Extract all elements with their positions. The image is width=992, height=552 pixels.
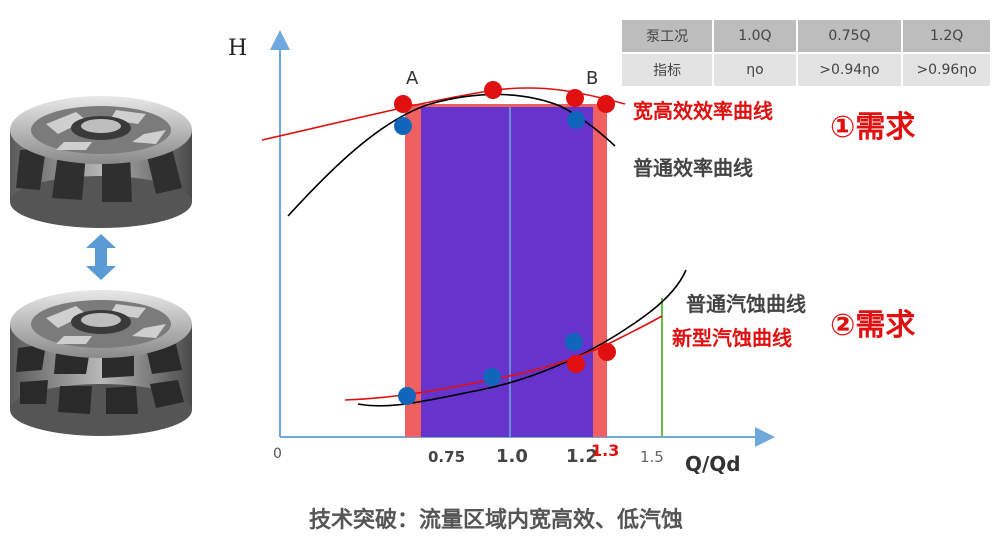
point-b-blue-dot <box>567 111 585 129</box>
tick-label: 1.0 <box>496 446 528 467</box>
x-axis-label: Q/Qd <box>685 452 741 476</box>
point-b-red-dot <box>566 89 584 107</box>
table-cell: 1.0Q <box>712 18 798 54</box>
cavitation-blue-dot-1 <box>398 387 416 405</box>
impeller-top-image <box>10 96 192 228</box>
requirement-1-label: ①需求 <box>830 110 916 145</box>
new-cavitation-label: 新型汽蚀曲线 <box>672 326 792 350</box>
origin-label: 0 <box>273 446 282 462</box>
peak-red-dot <box>484 81 502 99</box>
table-cell: >0.94ηo <box>795 52 904 88</box>
right-red-dot <box>597 95 615 113</box>
tick-label: 1.5 <box>640 448 664 466</box>
table-cell: ηo <box>712 52 798 88</box>
table-cell: 指标 <box>619 52 715 88</box>
normal-efficiency-label: 普通效率曲线 <box>633 156 753 180</box>
wide-efficiency-label: 宽高效效率曲线 <box>633 99 773 123</box>
table-header-row: 泵工况 1.0Q 0.75Q 1.2Q <box>619 18 992 54</box>
double-arrow-icon <box>86 234 116 280</box>
impeller-bottom-image <box>10 290 192 436</box>
cavitation-red-dot-2 <box>598 343 616 361</box>
table-cell: >0.96ηo <box>901 52 992 88</box>
point-a-blue-dot <box>394 117 412 135</box>
y-axis-label: H <box>228 36 248 61</box>
normal-cavitation-label: 普通汽蚀曲线 <box>686 292 806 316</box>
table-row: 指标 ηo >0.94ηo >0.96ηo <box>619 52 992 88</box>
table-cell: 泵工况 <box>619 18 715 54</box>
high-efficiency-region <box>421 107 593 437</box>
table-cell: 1.2Q <box>901 18 992 54</box>
point-a-red-dot <box>394 95 412 113</box>
tick-label: 1.3 <box>591 441 620 460</box>
cavitation-blue-dot-3 <box>565 333 583 351</box>
point-b-label: B <box>586 68 599 89</box>
pump-condition-table: 泵工况 1.0Q 0.75Q 1.2Q 指标 ηo >0.94ηo >0.96η… <box>619 18 992 88</box>
table-cell: 0.75Q <box>795 18 904 54</box>
tick-label: 1.2 <box>566 446 598 467</box>
cavitation-blue-dot-2 <box>483 368 501 386</box>
point-a-label: A <box>406 68 419 89</box>
cavitation-red-dot-1 <box>567 355 585 373</box>
tick-label: 0.75 <box>428 448 466 466</box>
requirement-2-label: ②需求 <box>830 308 916 343</box>
footer-caption: 技术突破：流量区域内宽高效、低汽蚀 <box>308 508 683 533</box>
